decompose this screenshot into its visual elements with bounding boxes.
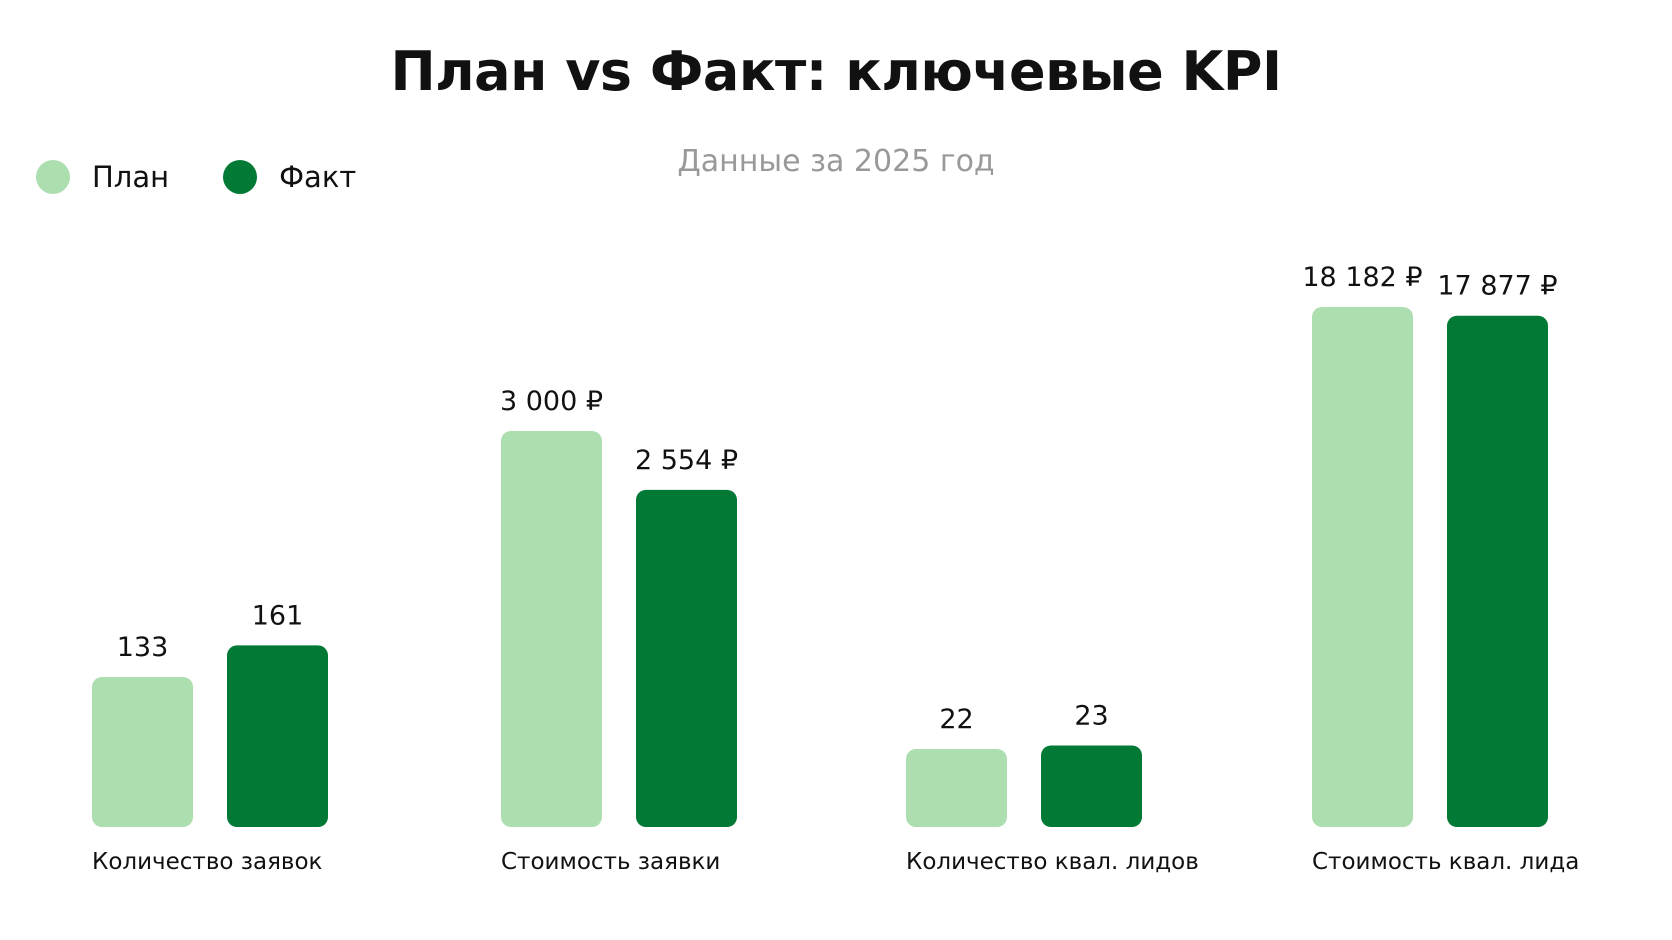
legend-swatch-fact — [223, 160, 258, 194]
chart-title: План vs Факт: ключевые KPI — [390, 40, 1282, 103]
legend-item-fact[interactable]: Факт — [223, 160, 356, 194]
bar-value-label-fact-1: 2 554 ₽ — [635, 445, 738, 476]
legend: План Факт — [36, 160, 410, 194]
chart-subtitle: Данные за 2025 год — [677, 144, 995, 179]
category-label-1: Стоимость заявки — [501, 849, 720, 875]
legend-item-plan[interactable]: План — [36, 160, 169, 194]
category-label-3: Стоимость квал. лида — [1312, 849, 1579, 875]
category-label-0: Количество заявок — [92, 849, 323, 875]
bar-fact-1[interactable] — [636, 489, 737, 827]
bar-value-label-plan-1: 3 000 ₽ — [500, 386, 603, 417]
bar-fact-3[interactable] — [1447, 315, 1548, 827]
bar-value-label-plan-3: 18 182 ₽ — [1302, 262, 1422, 293]
bar-plan-0[interactable] — [92, 677, 193, 827]
bar-value-label-plan-0: 133 — [117, 632, 169, 663]
bar-value-label-fact-3: 17 877 ₽ — [1437, 271, 1557, 302]
category-label-2: Количество квал. лидов — [906, 849, 1199, 875]
bar-plan-3[interactable] — [1312, 307, 1413, 827]
bar-value-label-fact-0: 161 — [252, 600, 304, 631]
bar-value-label-plan-2: 22 — [939, 704, 973, 735]
legend-swatch-plan — [36, 160, 70, 194]
bar-fact-2[interactable] — [1041, 745, 1142, 827]
legend-label-plan: План — [92, 160, 170, 194]
bar-plan-2[interactable] — [906, 749, 1007, 827]
bar-plan-1[interactable] — [501, 431, 602, 827]
legend-label-fact: Факт — [279, 160, 357, 194]
bar-value-label-fact-2: 23 — [1074, 700, 1108, 731]
bar-fact-0[interactable] — [227, 645, 328, 827]
